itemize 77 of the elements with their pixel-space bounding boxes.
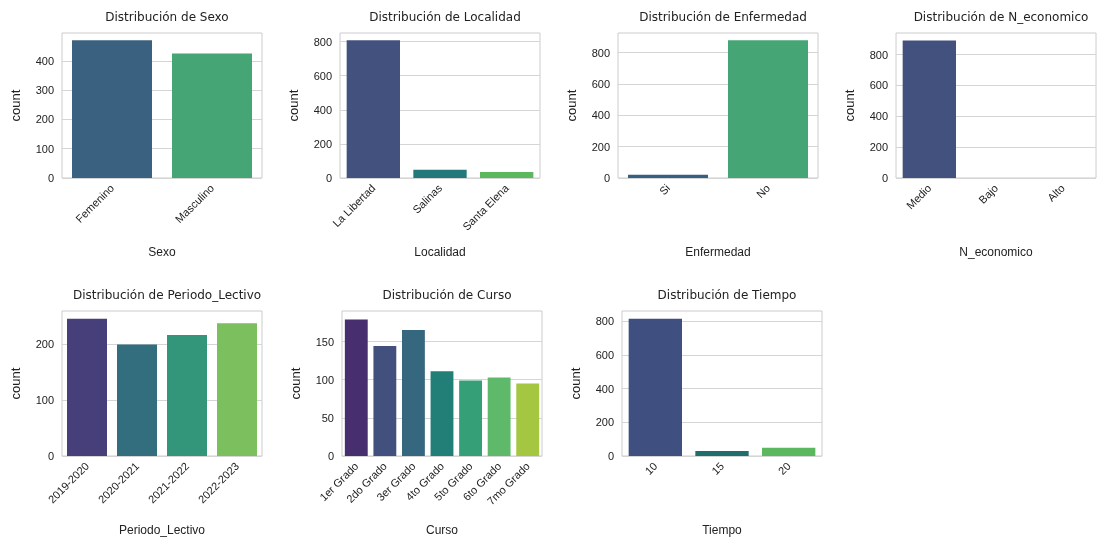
chart-title: Distribución de Enfermedad — [639, 10, 807, 24]
x-tick-label: No — [753, 181, 773, 201]
y-tick-label: 0 — [325, 172, 332, 184]
bar — [402, 330, 425, 456]
y-axis-title: count — [286, 89, 301, 122]
y-tick-label: 400 — [869, 110, 888, 123]
bar — [516, 383, 540, 456]
y-tick-label: 0 — [47, 172, 54, 184]
x-tick-label: Bajo — [976, 181, 1001, 206]
bar — [628, 318, 682, 456]
bar — [762, 447, 816, 456]
bar — [695, 450, 749, 456]
bar — [344, 319, 368, 456]
chart-title: Distribución de N_economico — [913, 10, 1089, 24]
y-tick-label: 50 — [321, 411, 334, 424]
x-tick-label: Si — [656, 181, 673, 198]
y-tick-label: 0 — [47, 450, 54, 462]
y-tick-label: 200 — [313, 137, 332, 150]
y-axis-title: count — [842, 89, 857, 122]
chart-title: Distribución de Periodo_Lectivo — [72, 288, 262, 302]
x-axis-title: Localidad — [414, 245, 466, 259]
y-axis-title: count — [564, 89, 579, 122]
y-axis-title: count — [8, 89, 23, 122]
x-axis-title: Sexo — [148, 245, 176, 259]
chart-title: Distribución de Localidad — [369, 10, 521, 24]
bar — [413, 169, 467, 178]
y-tick-label: 100 — [35, 142, 54, 155]
y-tick-label: 200 — [591, 140, 610, 153]
y-tick-label: 600 — [313, 69, 332, 82]
x-tick-label: 15 — [709, 459, 727, 477]
y-tick-label: 800 — [595, 315, 614, 328]
y-tick-label: 400 — [595, 382, 614, 395]
x-axis-title: Tiempo — [702, 523, 743, 537]
bar — [67, 318, 107, 456]
y-tick-label: 300 — [35, 84, 54, 97]
bar — [459, 380, 482, 456]
bar — [373, 346, 397, 456]
chart-title: Distribución de Curso — [382, 288, 512, 302]
y-tick-label: 100 — [35, 394, 54, 407]
x-axis-title: Periodo_Lectivo — [118, 523, 206, 537]
x-tick-label: 20 — [775, 459, 793, 477]
y-tick-label: 800 — [869, 48, 888, 61]
x-axis-title: Curso — [425, 523, 459, 537]
y-tick-label: 600 — [591, 77, 610, 90]
y-tick-label: 0 — [881, 172, 888, 184]
y-tick-label: 0 — [327, 450, 334, 462]
y-tick-label: 200 — [595, 416, 614, 429]
y-tick-label: 0 — [607, 450, 614, 462]
bar — [167, 334, 207, 456]
bar — [346, 40, 400, 178]
y-tick-label: 100 — [315, 373, 334, 386]
y-axis-title: count — [8, 367, 23, 400]
x-axis-title: Enfermedad — [685, 245, 751, 259]
x-axis-title: N_economico — [959, 245, 1034, 259]
y-tick-label: 600 — [869, 79, 888, 92]
y-tick-label: 0 — [603, 172, 610, 184]
y-axis-title: count — [288, 367, 303, 400]
y-tick-label: 200 — [35, 338, 54, 351]
y-tick-label: 200 — [869, 141, 888, 154]
bar — [430, 371, 454, 456]
chart-title: Distribución de Sexo — [105, 10, 229, 24]
y-tick-label: 150 — [315, 335, 334, 348]
y-tick-label: 400 — [591, 109, 610, 122]
bar — [480, 172, 534, 178]
bar — [487, 377, 511, 456]
x-tick-label: 10 — [642, 459, 660, 477]
x-tick-label: Alto — [1045, 181, 1067, 204]
y-tick-label: 400 — [313, 103, 332, 116]
bar — [117, 344, 157, 456]
y-axis-title: count — [568, 367, 583, 400]
y-tick-label: 800 — [313, 35, 332, 48]
y-tick-label: 400 — [35, 54, 54, 67]
y-tick-label: 600 — [595, 348, 614, 361]
y-tick-label: 800 — [591, 46, 610, 59]
chart-title: Distribución de Tiempo — [657, 288, 797, 302]
bar — [217, 323, 257, 456]
y-tick-label: 200 — [35, 113, 54, 126]
